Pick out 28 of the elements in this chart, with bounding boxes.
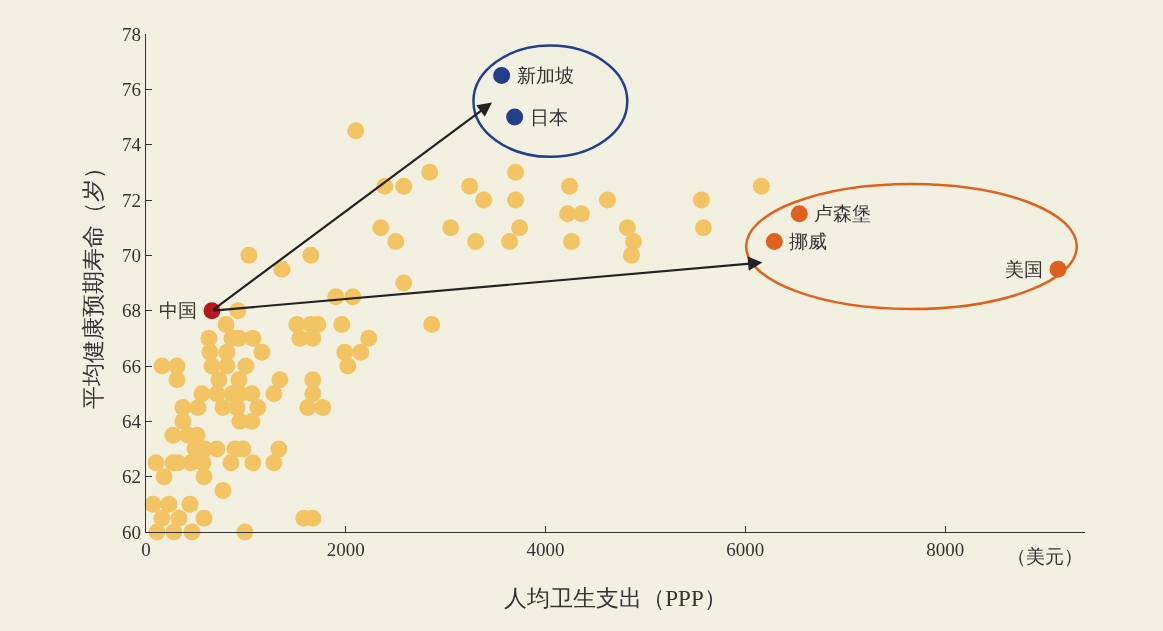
point [790,205,808,223]
x-tick-label: 0 [141,538,151,560]
annotation: 卢森堡 [814,203,871,224]
y-tick-label: 74 [122,134,142,156]
annotation: 美国 [1005,259,1043,280]
y-tick-label: 78 [122,23,142,45]
annotation: 新加坡 [517,65,574,86]
annotation: 挪威 [789,231,827,252]
y-axis-title: 平均健康预期寿命（岁） [80,156,106,410]
y-tick-label: 64 [122,410,142,432]
annotation: 日本 [530,107,568,128]
y-tick-label: 60 [122,521,142,543]
x-tick-label: 6000 [726,538,765,560]
x-tick-label: 2000 [326,538,365,560]
point [493,67,511,84]
point [506,108,524,126]
annotation: 中国 [159,300,197,321]
y-tick-label: 62 [122,466,142,488]
y-tick-label: 68 [122,300,142,322]
x-tick-label: 4000 [526,538,565,560]
y-tick-label: 72 [122,189,142,211]
x-tick-label: 8000 [926,538,965,560]
y-tick-label: 76 [122,78,142,100]
y-tick-label: 66 [122,355,142,377]
x-axis-title: 人均卫生支出（PPP） [504,585,727,611]
text: （美元） [1007,546,1083,567]
y-tick-label: 70 [122,244,142,266]
point [765,233,783,250]
